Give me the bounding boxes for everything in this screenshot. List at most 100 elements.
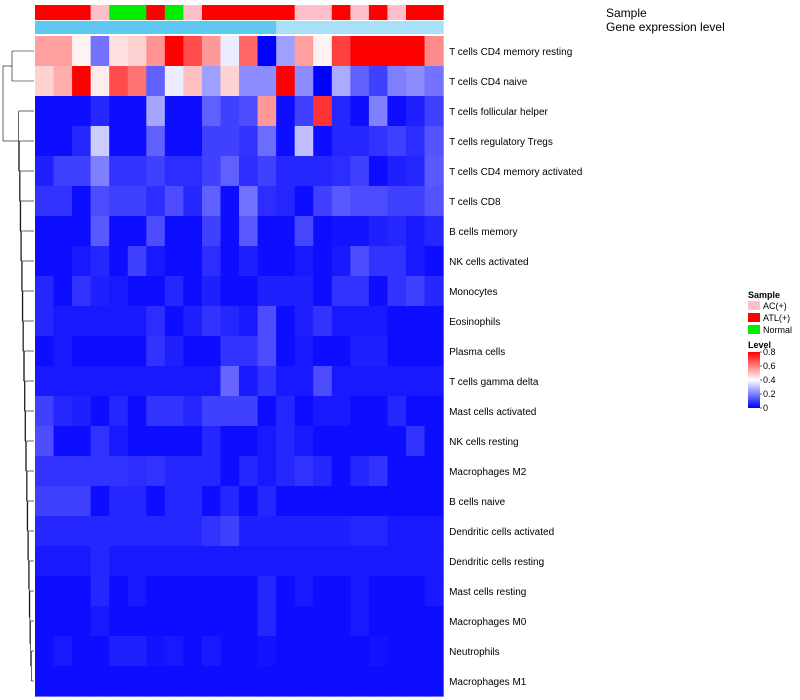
heatmap-cell bbox=[53, 126, 73, 157]
heatmap-cell bbox=[294, 546, 314, 577]
heatmap-cell bbox=[424, 456, 444, 487]
heatmap-cell bbox=[368, 666, 389, 697]
heatmap-cell bbox=[406, 396, 426, 427]
heatmap-cell bbox=[220, 126, 240, 157]
heatmap-cell bbox=[350, 396, 370, 427]
sample-annotation-cell bbox=[127, 5, 147, 20]
row-label: NK cells resting bbox=[449, 437, 518, 448]
heatmap-cell bbox=[220, 66, 240, 97]
row-label: Eosinophils bbox=[449, 317, 500, 328]
heatmap-cell bbox=[220, 276, 240, 307]
sample-annotation-cell bbox=[350, 5, 370, 20]
heatmap-cell bbox=[220, 306, 240, 337]
heatmap-cell bbox=[276, 186, 296, 217]
heatmap-cell bbox=[201, 366, 222, 397]
heatmap-cell bbox=[424, 366, 444, 397]
heatmap-cell bbox=[331, 426, 351, 457]
heatmap-cell bbox=[424, 666, 444, 697]
heatmap-cell bbox=[294, 246, 314, 277]
heatmap-cell bbox=[146, 276, 166, 307]
heatmap-cell bbox=[90, 546, 110, 577]
heatmap-cell bbox=[350, 636, 370, 667]
row-label: Mast cells activated bbox=[449, 407, 536, 418]
heatmap-cell bbox=[183, 156, 203, 187]
heatmap-cell bbox=[331, 216, 351, 247]
heatmap-cell bbox=[220, 246, 240, 277]
row-label: Monocytes bbox=[449, 287, 497, 298]
heatmap-cell bbox=[164, 216, 184, 247]
heatmap-cell bbox=[294, 96, 314, 127]
sample-annotation-cell bbox=[53, 5, 73, 20]
level-legend-title: Level bbox=[748, 340, 771, 350]
heatmap-cell bbox=[368, 336, 389, 367]
heatmap-cell bbox=[313, 276, 333, 307]
heatmap-cell bbox=[257, 126, 277, 157]
heatmap-cell bbox=[424, 126, 444, 157]
sample-annotation-bars bbox=[35, 5, 444, 34]
heatmap-cell bbox=[313, 606, 333, 637]
heatmap-cell bbox=[53, 426, 73, 457]
sample-annotation-cell bbox=[220, 5, 240, 20]
heatmap-cell bbox=[164, 66, 184, 97]
heatmap-cell bbox=[368, 96, 389, 127]
heatmap-cell bbox=[109, 66, 129, 97]
heatmap-cell bbox=[350, 276, 370, 307]
heatmap-cell bbox=[313, 36, 333, 67]
heatmap-cell bbox=[257, 306, 277, 337]
heatmap-cell bbox=[164, 276, 184, 307]
expression-annotation-cell bbox=[257, 21, 277, 34]
heatmap-cell bbox=[313, 246, 333, 277]
heatmap-cell bbox=[72, 426, 92, 457]
heatmap-cell bbox=[331, 276, 351, 307]
row-label: Neutrophils bbox=[449, 647, 500, 658]
heatmap-cell bbox=[331, 636, 351, 667]
sample-annotation-cell bbox=[387, 5, 407, 20]
expression-annotation-cell bbox=[350, 21, 370, 34]
heatmap-cell bbox=[127, 246, 147, 277]
row-labels: T cells CD4 memory resting T cells CD4 na… bbox=[449, 47, 582, 688]
heatmap-cell bbox=[220, 516, 240, 547]
heatmap-cell bbox=[109, 516, 129, 547]
heatmap-cell bbox=[313, 636, 333, 667]
heatmap-cell bbox=[276, 276, 296, 307]
heatmap-cell bbox=[90, 216, 110, 247]
expression-annotation-cell bbox=[331, 21, 351, 34]
heatmap-cell bbox=[146, 366, 166, 397]
heatmap-cell bbox=[276, 576, 296, 607]
heatmap-cell bbox=[183, 456, 203, 487]
heatmap-cell bbox=[406, 666, 426, 697]
heatmap-cell bbox=[313, 666, 333, 697]
heatmap-cell bbox=[146, 396, 166, 427]
heatmap-cell bbox=[257, 216, 277, 247]
heatmap-cell bbox=[387, 516, 407, 547]
heatmap-cell bbox=[350, 456, 370, 487]
heatmap-cell bbox=[276, 66, 296, 97]
heatmap-cell bbox=[257, 66, 277, 97]
heatmap-cell bbox=[72, 36, 92, 67]
heatmap-cell bbox=[276, 486, 296, 517]
heatmap-cell bbox=[387, 216, 407, 247]
heatmap-cell bbox=[387, 546, 407, 577]
row-label: Macrophages M0 bbox=[449, 617, 527, 628]
heatmap-cell bbox=[294, 366, 314, 397]
heatmap-cell bbox=[146, 426, 166, 457]
heatmap-cell bbox=[220, 366, 240, 397]
heatmap-cell bbox=[257, 276, 277, 307]
heatmap-cell bbox=[424, 426, 444, 457]
legend-label-atl: ATL(+) bbox=[763, 313, 790, 323]
heatmap-cell bbox=[294, 426, 314, 457]
heatmap-cell bbox=[109, 456, 129, 487]
heatmap-cell bbox=[294, 516, 314, 547]
heatmap-cell bbox=[35, 36, 55, 67]
heatmap-cell bbox=[257, 486, 277, 517]
heatmap-cell bbox=[183, 96, 203, 127]
heatmap-cell bbox=[331, 66, 351, 97]
heatmap-cell bbox=[406, 606, 426, 637]
heatmap-cell bbox=[220, 426, 240, 457]
expression-annotation-cell bbox=[127, 21, 147, 34]
heatmap-cell bbox=[201, 126, 222, 157]
row-label: NK cells activated bbox=[449, 257, 528, 268]
heatmap-cell bbox=[72, 126, 92, 157]
heatmap-cell bbox=[53, 276, 73, 307]
